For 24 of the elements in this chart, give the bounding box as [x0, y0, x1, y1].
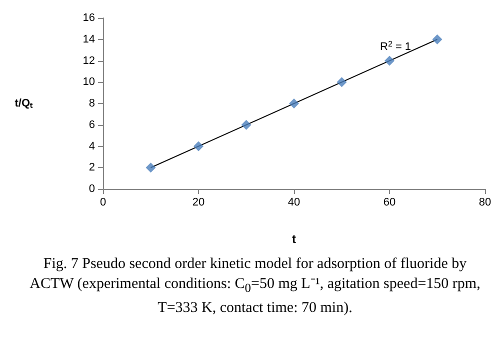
- y-axis-title: t/Qₜ: [14, 98, 33, 110]
- y-tick-label: 4: [88, 140, 95, 152]
- x-tick-label: 20: [192, 196, 205, 208]
- x-axis-title: t: [292, 232, 296, 246]
- point: [336, 77, 347, 88]
- y-tick-label: 8: [88, 98, 95, 110]
- y-tick-label: 0: [88, 183, 95, 195]
- point: [384, 56, 394, 66]
- point: [289, 98, 299, 108]
- x-tick-label: 60: [383, 196, 396, 208]
- y-tick-label: 6: [88, 118, 95, 131]
- y-tick-label: 10: [82, 76, 95, 88]
- x-tick-label: 80: [478, 196, 492, 208]
- y-tick-label: 12: [82, 54, 95, 67]
- point: [194, 141, 204, 152]
- point: [146, 162, 156, 173]
- point: [432, 34, 442, 44]
- x-tick-label: 0: [100, 196, 106, 208]
- y-tick-label: 16: [82, 12, 95, 24]
- caption: Fig. 7 Pseudo second order kinetic model for adsorption of fluoride by ACTW (experimental conditions: C$_{0}$=50 mg L⁻¹, agitation speed=150 rpm, T=333 K, contact time: 70 min).: [28, 255, 482, 318]
- point: [241, 120, 252, 130]
- y-tick-label: 2: [88, 162, 95, 174]
- x-tick-label: 40: [288, 196, 300, 208]
- y-tick-label: 14: [82, 33, 95, 46]
